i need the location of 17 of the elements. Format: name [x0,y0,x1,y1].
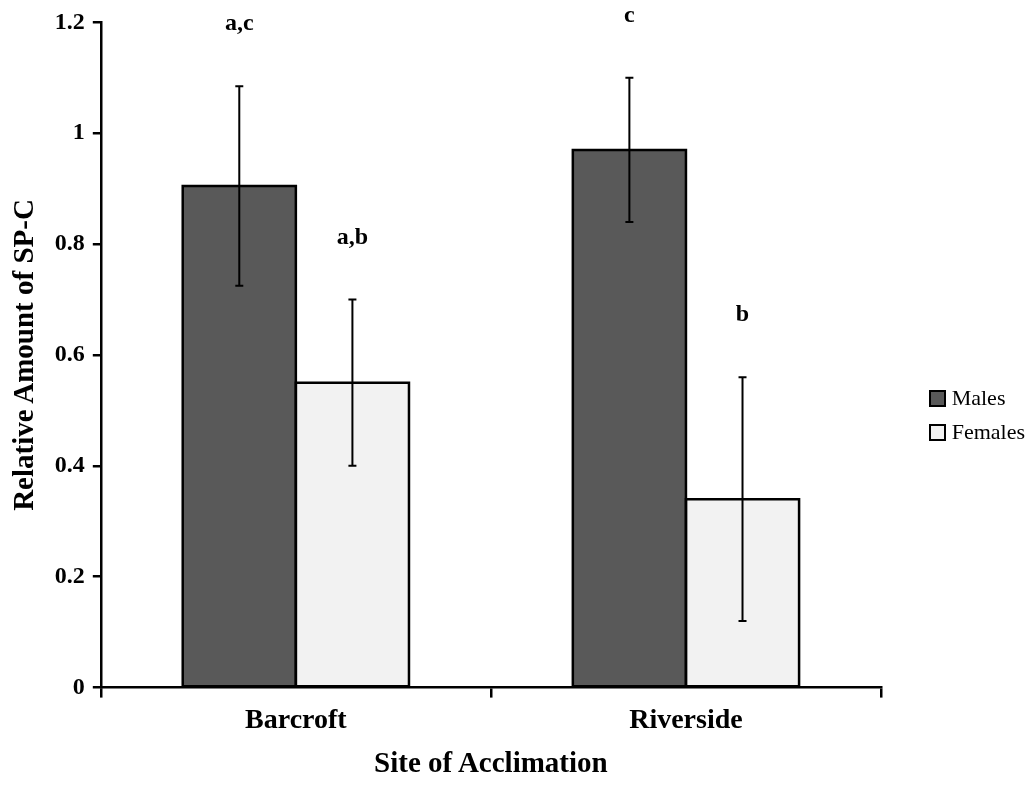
legend-label: Males [951,385,1006,411]
y-tick-label: 0.6 [54,340,85,367]
y-tick-label: 0.8 [54,229,85,256]
y-tick-label: 1.2 [54,7,85,34]
x-tick-label: Riverside [629,702,743,734]
annotation: a,c [224,9,254,36]
text: Females [951,419,1025,445]
x-tick-label: Barcroft [245,702,348,734]
y-tick-label: 1 [72,118,85,145]
annotation: a,b [336,222,369,249]
y-tick-label: 0.4 [54,451,85,478]
x-axis-title: Site of Acclimation [374,746,608,779]
y-tick-label: 0 [72,672,85,699]
annotation: b [735,300,750,327]
y-axis-title: Relative Amount of SP-C [6,199,39,511]
annotation: c [624,1,636,28]
y-tick-label: 0.2 [54,561,85,588]
